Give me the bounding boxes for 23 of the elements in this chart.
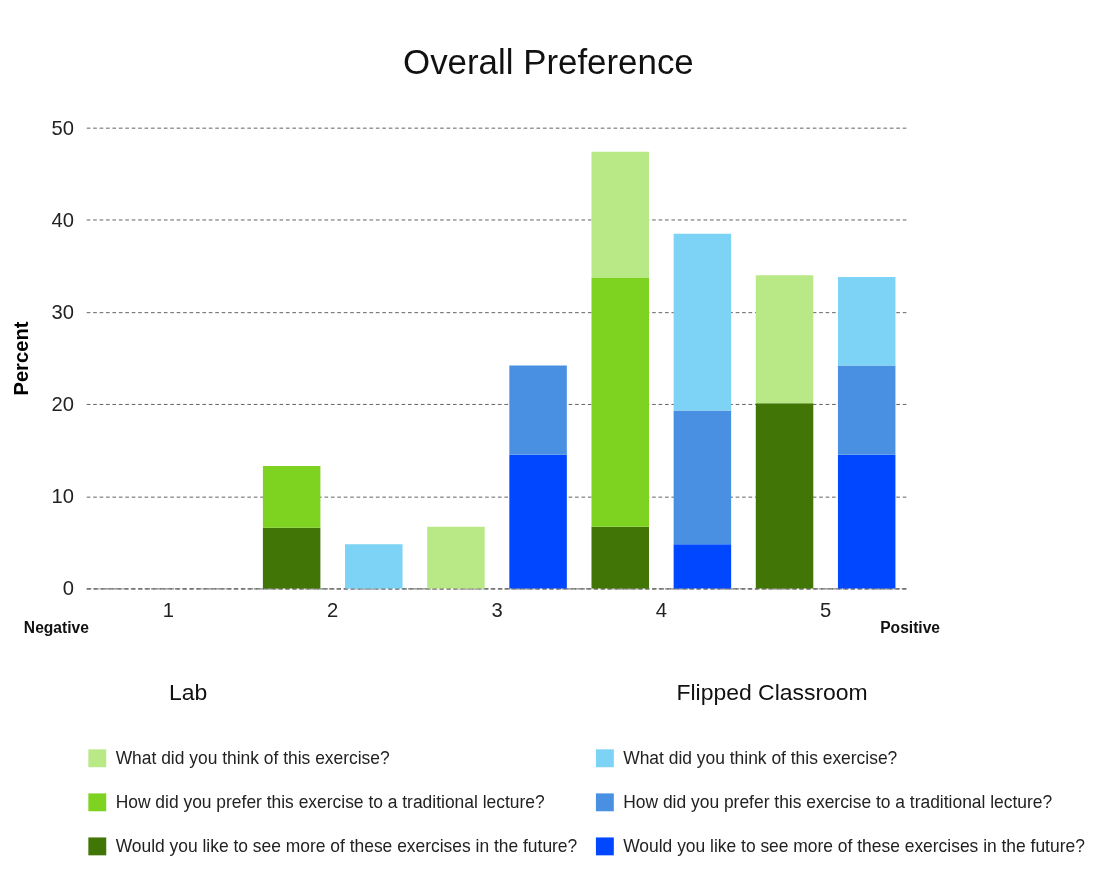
- text: Positive: [880, 618, 941, 636]
- text: Lab: [168, 678, 208, 705]
- y-tick-label: 0: [62, 577, 74, 600]
- x-tick-label: 2: [327, 599, 339, 622]
- legend-label: Would you like to see more of these exercises in the future?: [623, 835, 1086, 856]
- text: Flipped Classroom: [676, 678, 868, 705]
- x-tick-label: 5: [819, 599, 832, 622]
- legend-label: How did you prefer this exercise to a traditional lecture?: [623, 791, 1053, 812]
- y-tick-label: 10: [51, 485, 74, 508]
- legend-label: How did you prefer this exercise to a traditional lecture?: [115, 791, 545, 812]
- y-axis-title: Percent: [10, 321, 33, 396]
- x-tick-label: 1: [162, 599, 175, 622]
- legend-label: What did you think of this exercise?: [623, 747, 898, 768]
- x-tick-label: 3: [491, 599, 503, 622]
- legend-label: Would you like to see more of these exercises in the future?: [115, 835, 578, 856]
- y-tick-label: 20: [51, 393, 74, 416]
- y-tick-label: 50: [51, 116, 74, 139]
- y-tick-label: 40: [51, 208, 74, 231]
- text: Negative: [23, 618, 90, 636]
- chart-title: Overall Preference: [403, 41, 694, 81]
- legend-label: What did you think of this exercise?: [115, 747, 391, 768]
- y-tick-label: 30: [51, 300, 74, 323]
- x-tick-label: 4: [655, 599, 667, 622]
